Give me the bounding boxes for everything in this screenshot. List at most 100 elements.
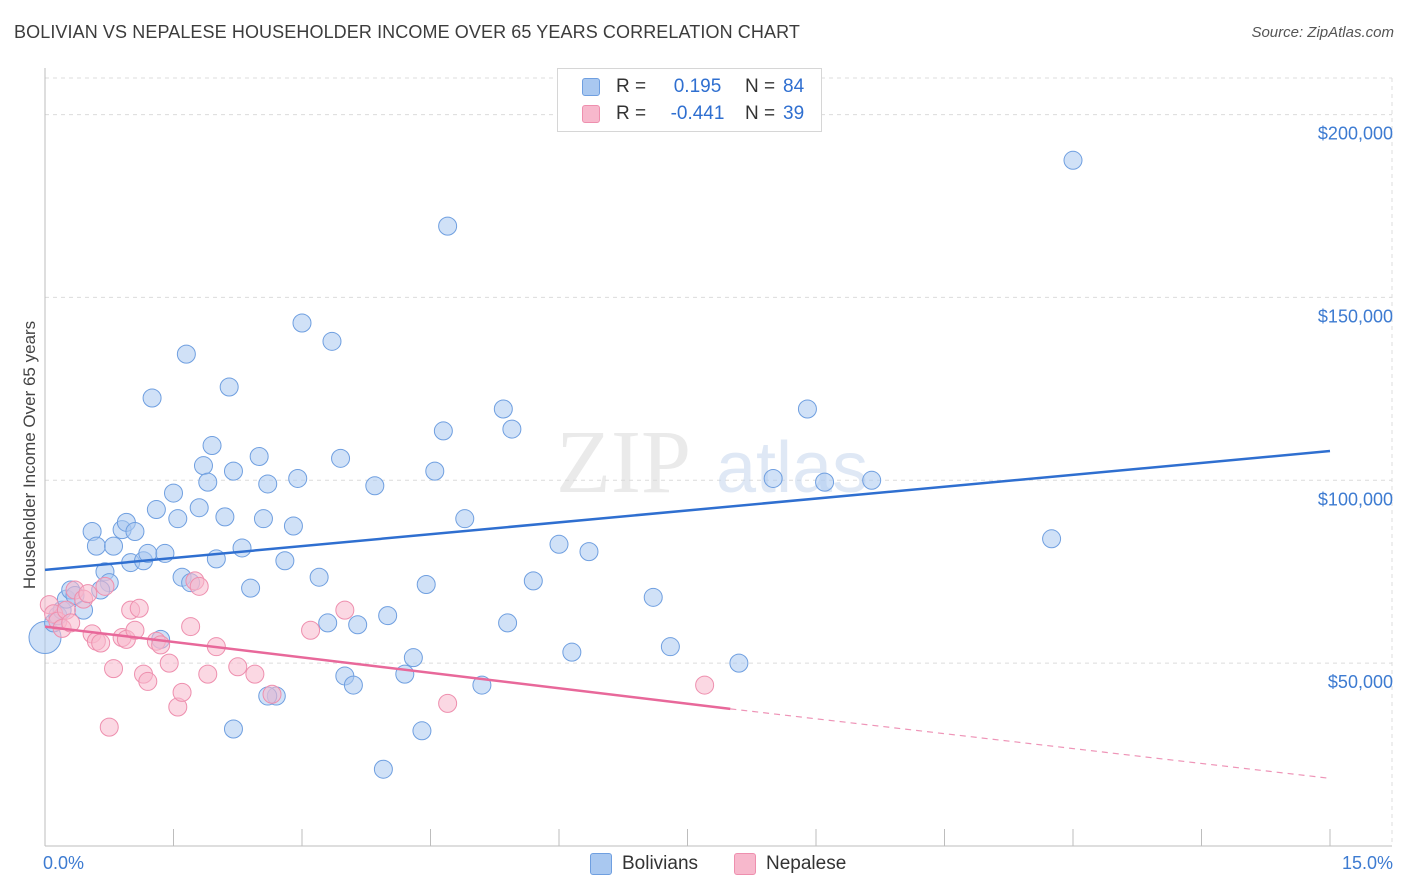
point-nepalese — [91, 633, 111, 653]
point-nepalese — [335, 600, 355, 620]
series-nepalese — [39, 571, 715, 737]
point-bolivians — [493, 399, 513, 419]
point-nepalese — [99, 717, 119, 737]
point-bolivians — [412, 721, 432, 741]
source-label: Source: ZipAtlas.com — [1251, 24, 1394, 41]
point-bolivians — [258, 474, 278, 494]
point-bolivians — [318, 613, 338, 633]
point-nepalese — [695, 675, 715, 695]
point-bolivians — [862, 470, 882, 490]
point-bolivians — [815, 472, 835, 492]
point-bolivians — [378, 606, 398, 626]
bottom-legend-bolivians: Bolivians — [590, 852, 698, 876]
point-nepalese — [78, 584, 98, 604]
point-bolivians — [288, 468, 308, 488]
axes — [44, 68, 1392, 847]
point-bolivians — [219, 377, 239, 397]
point-bolivians — [125, 521, 145, 541]
point-bolivians — [283, 516, 303, 536]
x-tick-label: 0.0% — [43, 853, 84, 873]
trend-line-extension-nepalese — [730, 708, 1331, 779]
point-nepalese — [301, 620, 321, 640]
point-bolivians — [223, 719, 243, 739]
point-bolivians — [343, 675, 363, 695]
legend-row-nepalese: R = -0.441 N = 39 — [582, 103, 804, 125]
point-bolivians — [146, 500, 166, 520]
point-bolivians — [365, 476, 385, 496]
x-tick-label: 15.0% — [1342, 853, 1393, 873]
point-bolivians — [562, 642, 582, 662]
point-nepalese — [61, 613, 81, 633]
trend-line-bolivians — [44, 449, 1331, 572]
point-nepalese — [245, 664, 265, 684]
point-nepalese — [159, 653, 179, 673]
point-bolivians — [549, 534, 569, 554]
y-tick-label: $100,000 — [1318, 489, 1393, 509]
point-nepalese — [138, 671, 158, 691]
point-nepalese — [104, 659, 124, 679]
legend-r-label: R = — [616, 76, 647, 97]
point-bolivians — [502, 419, 522, 439]
bottom-legend-nepalese: Nepalese — [734, 852, 846, 876]
point-bolivians — [455, 509, 475, 529]
point-bolivians — [1042, 529, 1062, 549]
point-bolivians — [403, 648, 423, 668]
bottom-legend-label: Nepalese — [766, 853, 847, 874]
legend-r-value: -0.441 — [670, 103, 725, 124]
point-nepalese — [228, 657, 248, 677]
correlation-legend: R = 0.195 N = 84 R = -0.441 N = 39 — [557, 68, 822, 132]
point-bolivians — [433, 421, 453, 441]
point-nepalese — [198, 664, 218, 684]
point-bolivians — [292, 313, 312, 333]
watermark: ZIP atlas — [556, 413, 868, 512]
point-nepalese — [95, 576, 115, 596]
point-nepalese — [189, 576, 209, 596]
point-bolivians — [142, 388, 162, 408]
legend-r-label: R = — [616, 103, 647, 124]
point-bolivians — [438, 216, 458, 236]
point-bolivians — [86, 536, 106, 556]
point-bolivians — [241, 578, 261, 598]
point-bolivians — [193, 456, 213, 476]
y-axis-label: Householder Income Over 65 years — [20, 321, 39, 589]
y-tick-label: $50,000 — [1328, 672, 1393, 692]
point-bolivians — [168, 509, 188, 529]
legend-r-value: 0.195 — [673, 76, 722, 97]
point-bolivians — [498, 613, 518, 633]
point-bolivians — [331, 448, 351, 468]
point-bolivians — [164, 483, 183, 503]
legend-n-label: N = — [745, 103, 776, 124]
legend-n-value: 84 — [783, 76, 805, 97]
point-bolivians — [232, 538, 252, 558]
legend-row-bolivians: R = 0.195 N = 84 — [582, 76, 804, 98]
point-nepalese — [125, 620, 145, 640]
y-tick-label: $200,000 — [1318, 124, 1393, 144]
point-bolivians — [309, 567, 329, 587]
point-bolivians — [797, 399, 817, 419]
point-bolivians — [104, 536, 124, 556]
bottom-legend-label: Bolivians — [622, 853, 699, 874]
point-nepalese — [438, 693, 458, 713]
point-bolivians — [322, 331, 342, 351]
legend-swatch-nepalese — [582, 105, 600, 123]
point-bolivians — [223, 461, 243, 481]
point-bolivians — [643, 587, 663, 607]
point-nepalese — [181, 617, 201, 637]
legend-n-label: N = — [745, 76, 776, 97]
point-bolivians — [348, 615, 368, 635]
trend-line-nepalese — [44, 625, 731, 711]
point-bolivians — [523, 571, 543, 591]
legend-swatch-bolivians — [582, 78, 600, 96]
point-bolivians — [729, 653, 749, 673]
point-nepalese — [262, 684, 282, 704]
point-bolivians — [579, 542, 599, 562]
point-bolivians — [373, 759, 393, 779]
watermark-zip: ZIP — [556, 413, 691, 512]
watermark-atlas: atlas — [716, 428, 868, 508]
point-nepalese — [172, 682, 192, 702]
data-points — [28, 150, 1083, 779]
point-bolivians — [416, 575, 436, 595]
y-tick-label: $150,000 — [1318, 306, 1393, 326]
point-bolivians — [176, 344, 196, 364]
